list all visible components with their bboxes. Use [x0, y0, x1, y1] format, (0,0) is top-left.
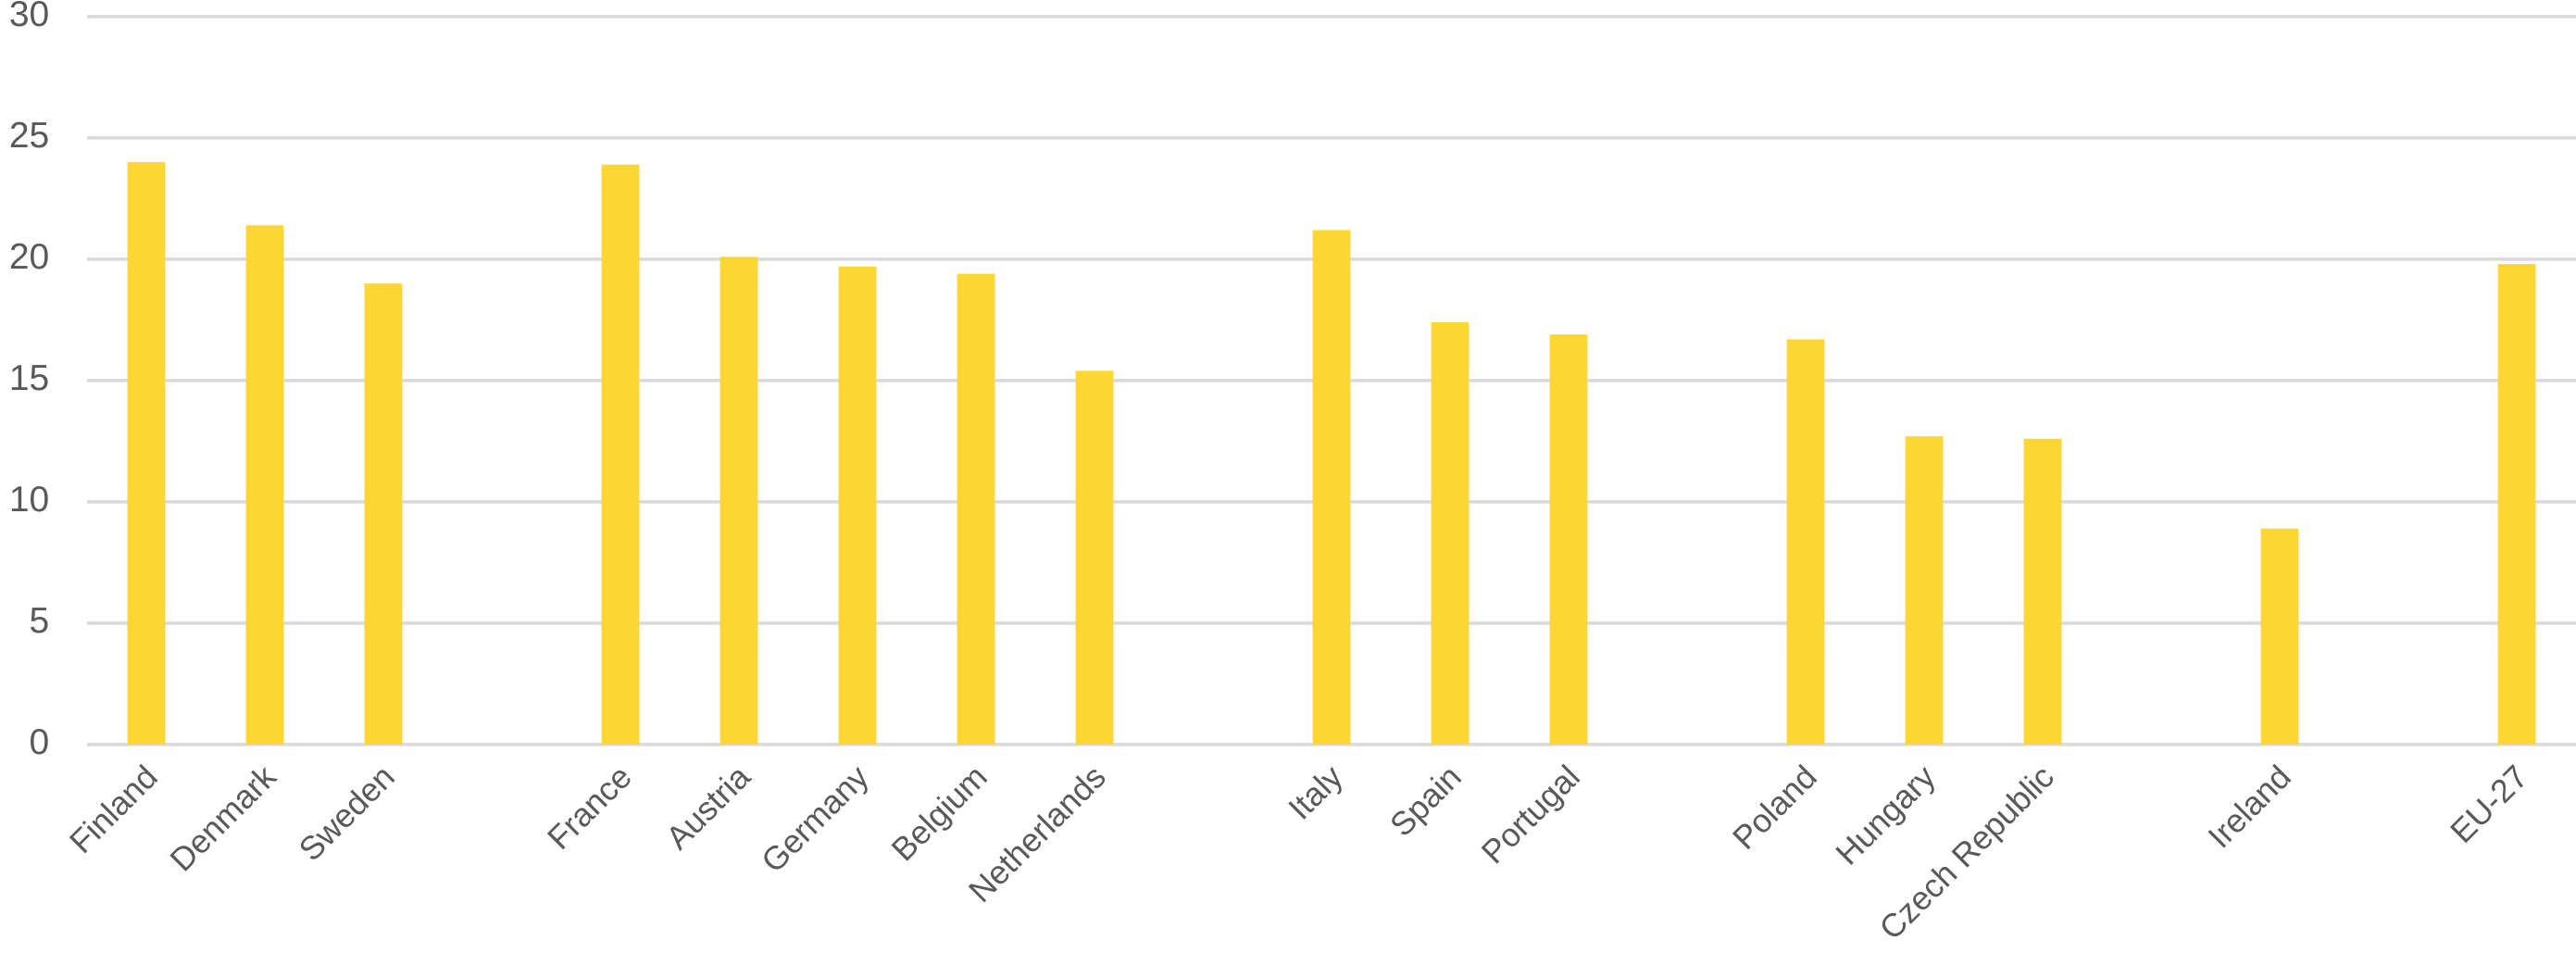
y-tick-label: 20	[9, 237, 49, 277]
bar	[601, 164, 640, 745]
bar	[1786, 339, 1825, 745]
x-tick-label: Italy	[1282, 758, 1350, 826]
y-tick-label: 25	[9, 116, 49, 156]
bar	[2023, 438, 2062, 745]
x-tick-label: Portugal	[1474, 759, 1587, 871]
bar	[2260, 528, 2299, 745]
x-tick-label: Denmark	[163, 758, 283, 878]
x-tick-label: France	[541, 759, 639, 857]
x-tick-label: Belgium	[884, 759, 994, 869]
bar	[245, 225, 284, 745]
x-tick-label: Austria	[659, 758, 758, 857]
x-tick-label: EU-27	[2443, 759, 2534, 850]
x-tick-label: Finland	[62, 759, 165, 861]
bar	[1312, 230, 1351, 745]
bar	[127, 162, 166, 745]
x-tick-label: Ireland	[2201, 759, 2298, 856]
x-tick-label: Spain	[1382, 759, 1468, 844]
bar	[1075, 370, 1114, 745]
bar	[957, 273, 995, 745]
x-tick-label: Poland	[1725, 759, 1823, 857]
bar	[1549, 334, 1588, 745]
y-tick-label: 30	[9, 0, 49, 34]
x-tick-label: Germany	[754, 758, 876, 880]
bar	[1431, 322, 1469, 745]
y-tick-label: 5	[30, 601, 50, 641]
y-tick-label: 0	[30, 722, 50, 762]
bar	[1905, 436, 1944, 745]
bar	[364, 283, 403, 745]
bar	[719, 257, 758, 745]
y-tick-label: 15	[9, 358, 49, 398]
x-tick-label: Hungary	[1829, 758, 1943, 871]
x-tick-label: Sweden	[292, 759, 402, 869]
bar	[838, 266, 877, 745]
y-tick-label: 10	[9, 480, 49, 520]
bar	[2497, 264, 2536, 745]
